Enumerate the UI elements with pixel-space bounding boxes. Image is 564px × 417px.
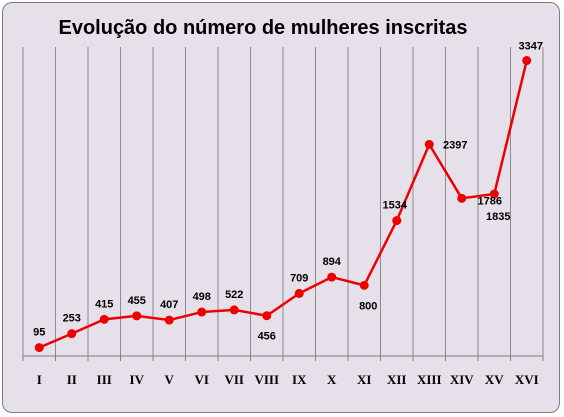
data-point xyxy=(67,329,77,339)
x-tick-label: VII xyxy=(224,372,244,387)
x-tick-label: XVI xyxy=(515,372,539,387)
data-label: 894 xyxy=(323,256,342,268)
data-point xyxy=(457,193,467,203)
data-label: 253 xyxy=(63,313,81,325)
data-point xyxy=(489,189,499,199)
data-label: 1786 xyxy=(478,195,502,207)
data-point xyxy=(197,307,207,317)
data-label: 407 xyxy=(160,299,178,311)
x-tick-label: XV xyxy=(485,372,504,387)
data-point xyxy=(164,315,174,325)
data-label: 1835 xyxy=(486,211,510,223)
data-label: 2397 xyxy=(443,139,467,151)
data-label: 455 xyxy=(128,295,146,307)
data-label: 3347 xyxy=(519,41,543,53)
series-line xyxy=(38,60,528,349)
chart-plot: 95 253 415 455 407 498 522 456 709 894 800 1534 2397… xyxy=(22,41,544,387)
data-point xyxy=(327,272,337,282)
chart-frame: Evolução do número de mulheres inscritas… xyxy=(2,2,560,413)
x-tick-label: VIII xyxy=(254,372,279,387)
data-label: 498 xyxy=(193,291,211,303)
data-point xyxy=(424,139,434,149)
data-point xyxy=(132,311,142,321)
data-label: 709 xyxy=(290,272,308,284)
x-tick-label: IV xyxy=(130,372,145,387)
x-tick-label: XII xyxy=(387,372,407,387)
data-point xyxy=(262,311,272,321)
x-tick-label: III xyxy=(97,372,112,387)
data-label: 522 xyxy=(225,289,243,301)
data-point xyxy=(294,288,304,298)
data-point xyxy=(359,280,369,290)
x-tick-label: XIV xyxy=(450,372,474,387)
data-label: 456 xyxy=(258,331,276,343)
x-tick-label: XIII xyxy=(417,372,442,387)
x-tick-label: I xyxy=(37,372,42,387)
data-label: 800 xyxy=(359,300,377,312)
x-tick-label: II xyxy=(67,372,77,387)
x-tick-label: XI xyxy=(357,372,371,387)
x-tick-label: IX xyxy=(292,372,307,387)
chart-title: Evolução do número de mulheres inscritas xyxy=(58,17,468,39)
x-tick-label: V xyxy=(165,372,175,387)
x-tick-label: X xyxy=(327,372,337,387)
data-point xyxy=(522,56,532,66)
data-point xyxy=(99,314,109,324)
data-label: 95 xyxy=(33,327,45,339)
data-label: 1534 xyxy=(383,200,408,212)
data-point xyxy=(34,343,44,353)
data-point xyxy=(392,216,402,226)
data-point xyxy=(229,305,239,315)
x-tick-label: VI xyxy=(195,372,209,387)
data-label: 415 xyxy=(95,298,113,310)
